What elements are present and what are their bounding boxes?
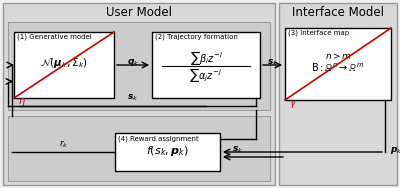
Text: (2) Trajectory formation: (2) Trajectory formation xyxy=(155,34,238,40)
Text: $n > m$: $n > m$ xyxy=(324,51,352,61)
Text: $\boldsymbol{s}_k$: $\boldsymbol{s}_k$ xyxy=(232,145,244,155)
Text: $r_k$: $r_k$ xyxy=(59,139,68,150)
Text: $\boldsymbol{q}_k$: $\boldsymbol{q}_k$ xyxy=(127,57,139,68)
Text: Interface Model: Interface Model xyxy=(292,7,384,20)
Bar xyxy=(14,32,114,98)
Text: $\boldsymbol{p}_k$: $\boldsymbol{p}_k$ xyxy=(390,145,400,155)
Text: User Model: User Model xyxy=(106,7,172,20)
Text: $\eta$: $\eta$ xyxy=(18,96,26,108)
Bar xyxy=(3,3,275,185)
Text: (4) Reward assignment: (4) Reward assignment xyxy=(118,135,199,142)
Text: $\boldsymbol{s}_k$: $\boldsymbol{s}_k$ xyxy=(267,58,278,68)
Text: $\mathcal{N}(\boldsymbol{\mu}_k, \Sigma_k)$: $\mathcal{N}(\boldsymbol{\mu}_k, \Sigma_… xyxy=(40,56,88,70)
Text: (1) Generative model: (1) Generative model xyxy=(17,34,92,40)
Text: $\gamma$: $\gamma$ xyxy=(289,98,297,110)
Text: $\sum \beta_i z^{-i}$: $\sum \beta_i z^{-i}$ xyxy=(190,49,222,67)
Bar xyxy=(8,22,270,110)
Bar xyxy=(152,32,260,98)
Text: $f(s_k, \boldsymbol{p}_k)$: $f(s_k, \boldsymbol{p}_k)$ xyxy=(146,144,189,158)
Text: $\sum \alpha_j z^{-j}$: $\sum \alpha_j z^{-j}$ xyxy=(190,66,222,84)
Bar xyxy=(279,3,397,185)
Text: $\boldsymbol{s}_k$: $\boldsymbol{s}_k$ xyxy=(127,92,139,103)
Text: (3) Interface map: (3) Interface map xyxy=(288,30,349,36)
Bar xyxy=(8,116,270,181)
Bar xyxy=(285,28,391,100)
Text: $\mathrm{B}: \mathbb{R}^n \rightarrow \mathbb{R}^m$: $\mathrm{B}: \mathbb{R}^n \rightarrow \m… xyxy=(312,62,364,74)
Bar xyxy=(115,133,220,171)
